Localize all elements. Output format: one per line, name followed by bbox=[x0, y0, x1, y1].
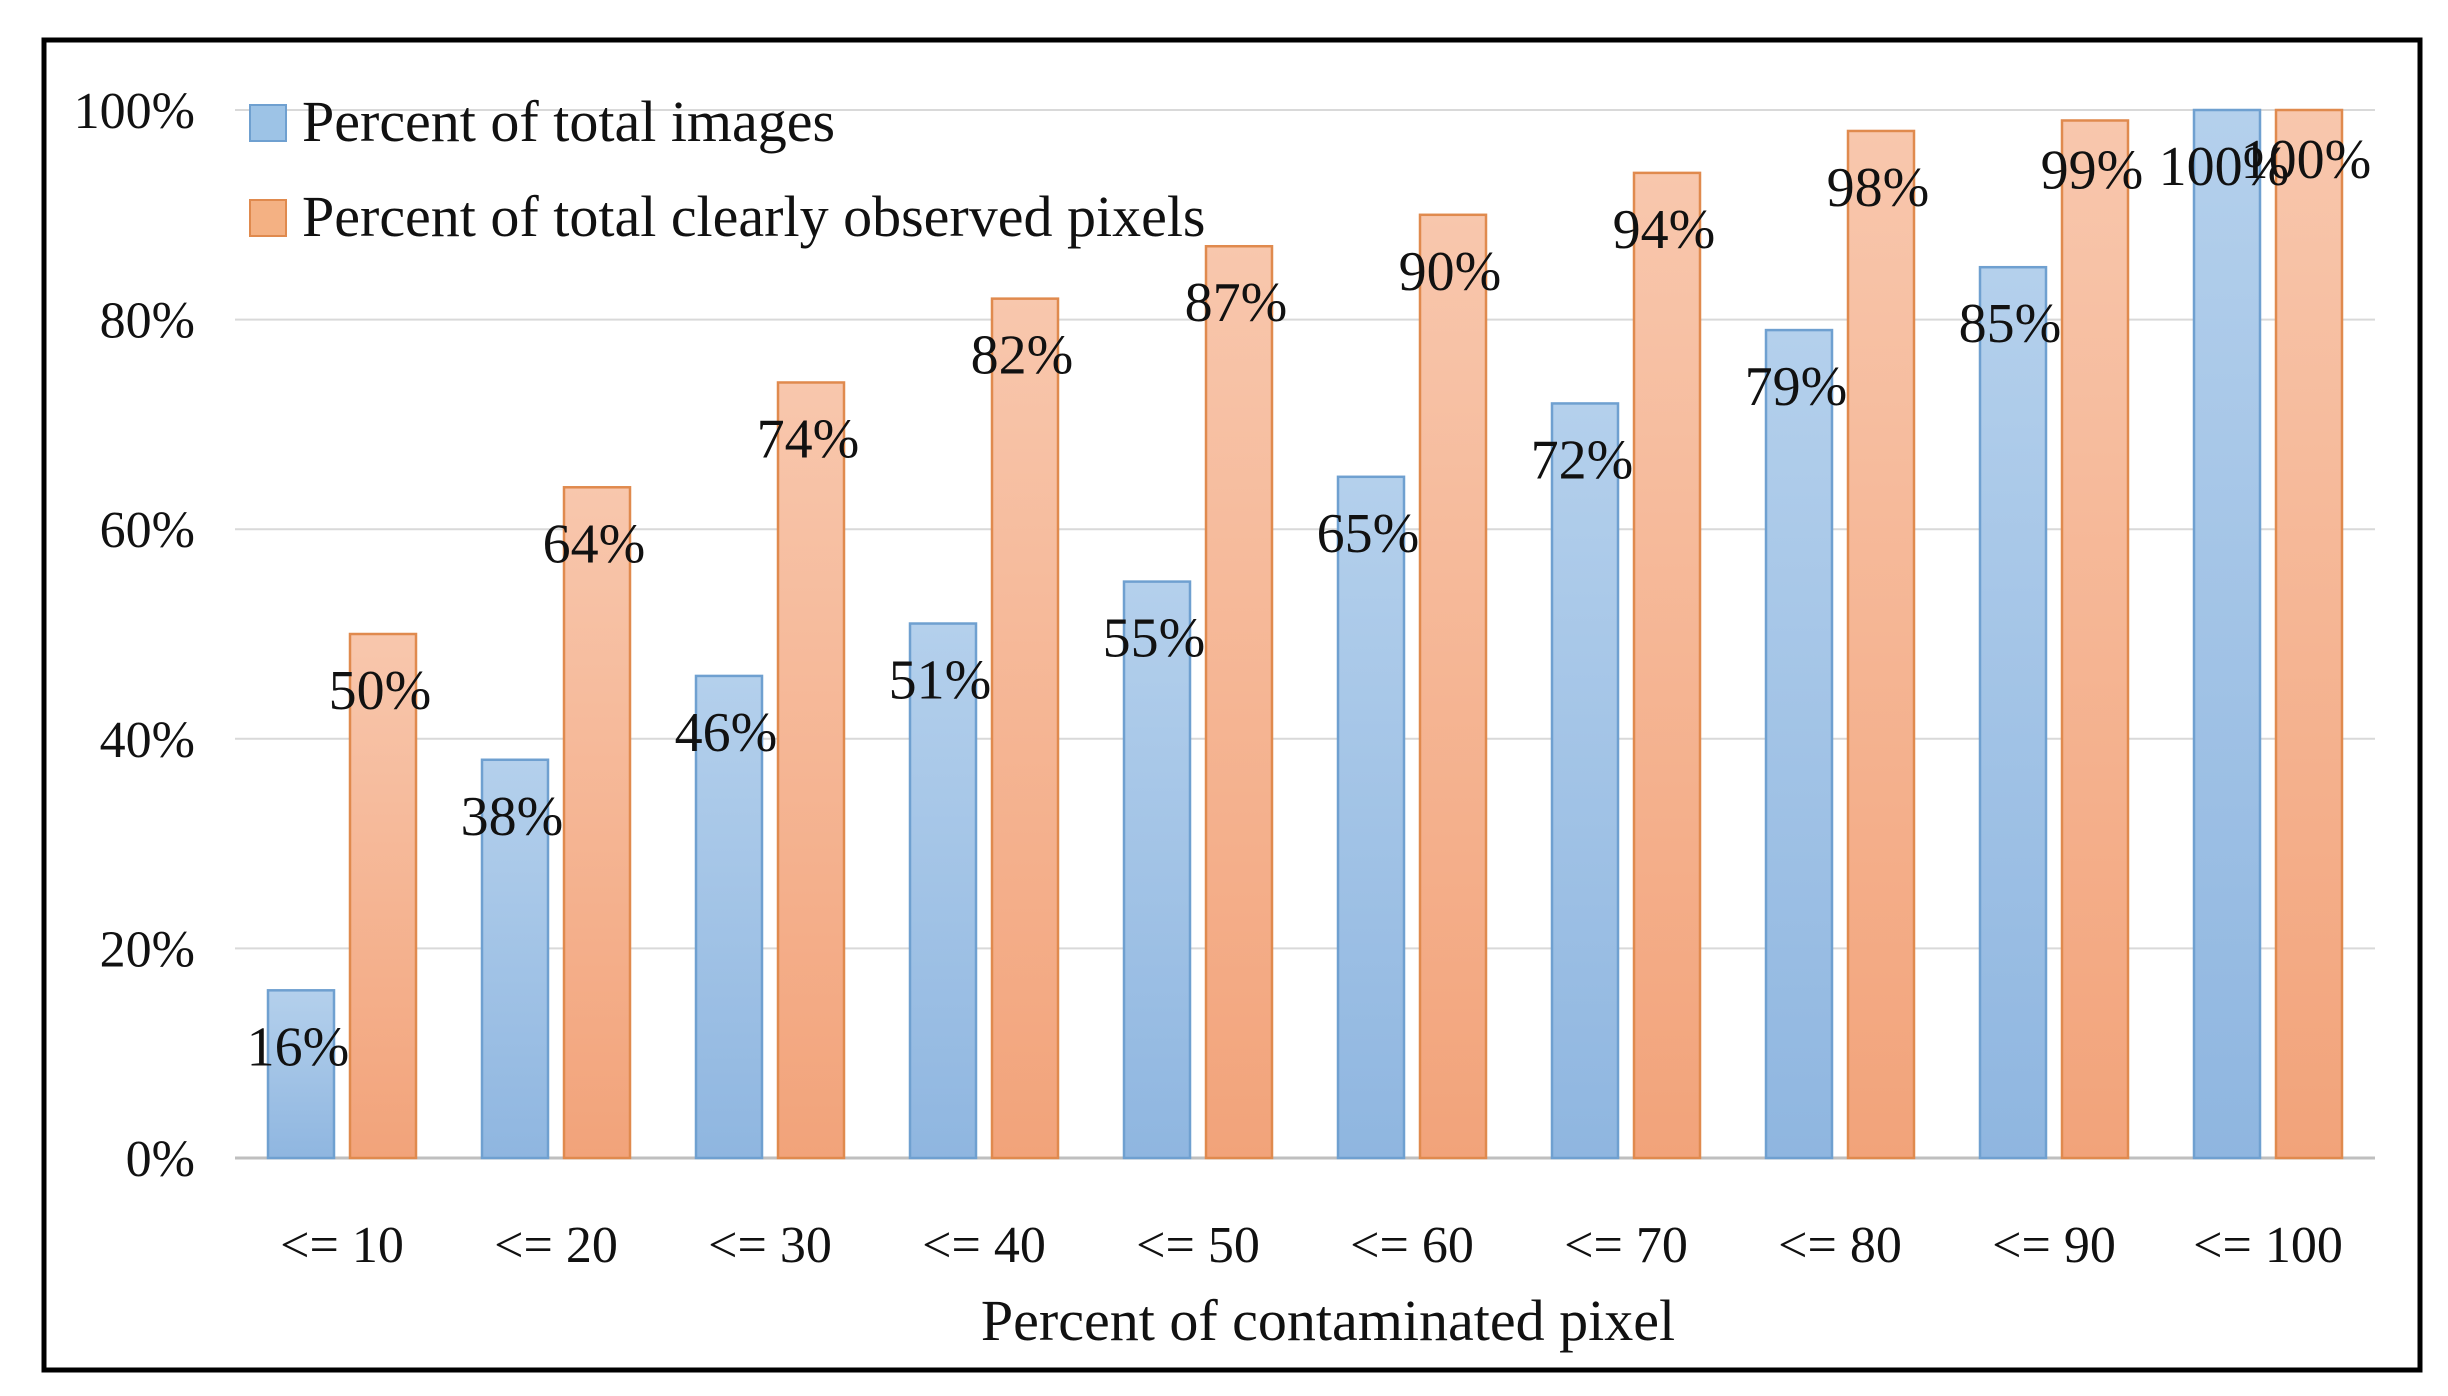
bar-pixels bbox=[562, 486, 632, 1160]
x-tick-label: <= 60 bbox=[1350, 1217, 1474, 1274]
x-tick-label: <= 80 bbox=[1778, 1217, 1902, 1274]
y-tick-label: 0% bbox=[126, 1131, 195, 1188]
bar-images bbox=[694, 674, 764, 1160]
data-label-images: 72% bbox=[1531, 429, 1634, 491]
bar-images bbox=[2192, 108, 2262, 1160]
bar-images bbox=[480, 758, 550, 1160]
legend-swatch-pixels bbox=[249, 199, 287, 237]
bar-images bbox=[908, 622, 978, 1160]
bar-pixels bbox=[776, 381, 846, 1160]
data-label-pixels: 100% bbox=[2241, 129, 2372, 191]
x-tick-label: <= 50 bbox=[1136, 1217, 1260, 1274]
y-tick-label: 40% bbox=[100, 712, 195, 769]
bar-images bbox=[1978, 265, 2048, 1160]
x-axis-title: Percent of contaminated pixel bbox=[981, 1288, 1675, 1353]
x-tick-label: <= 40 bbox=[922, 1217, 1046, 1274]
bar-pixels bbox=[990, 297, 1060, 1160]
bar-pixels bbox=[1204, 244, 1274, 1160]
bars bbox=[266, 108, 2344, 1160]
y-axis: 0% 20% 40% 60% 80% 100% bbox=[74, 83, 195, 1188]
data-label-pixels: 74% bbox=[757, 408, 860, 470]
legend: Percent of total images Percent of total… bbox=[249, 89, 1206, 249]
data-label-images: 85% bbox=[1959, 293, 2062, 355]
data-label-images: 79% bbox=[1745, 356, 1848, 418]
data-label-pixels: 99% bbox=[2041, 139, 2144, 201]
x-tick-label: <= 90 bbox=[1992, 1217, 2116, 1274]
bar-pixels bbox=[1846, 129, 1916, 1160]
data-labels: 16% 50% 38% 64% 46% 74% 51% 82% 55% 87% 65% 90% 72% 9… bbox=[247, 129, 2372, 1078]
legend-label-images: Percent of total images bbox=[302, 89, 835, 154]
bar-pixels bbox=[1632, 171, 1702, 1160]
data-label-images: 51% bbox=[889, 650, 992, 712]
data-label-pixels: 98% bbox=[1827, 157, 1930, 219]
bar-pixels bbox=[2060, 119, 2130, 1160]
data-label-images: 65% bbox=[1317, 503, 1420, 565]
x-tick-label: <= 10 bbox=[280, 1217, 404, 1274]
y-tick-label: 80% bbox=[100, 293, 195, 350]
x-tick-label: <= 100 bbox=[2193, 1217, 2343, 1274]
data-label-pixels: 64% bbox=[543, 513, 646, 575]
y-tick-label: 20% bbox=[100, 921, 195, 978]
data-label-pixels: 90% bbox=[1399, 241, 1502, 303]
x-tick-label: <= 70 bbox=[1564, 1217, 1688, 1274]
bar-images bbox=[1764, 328, 1834, 1160]
data-label-pixels: 50% bbox=[329, 660, 432, 722]
data-label-pixels: 94% bbox=[1613, 199, 1716, 261]
x-tick-label: <= 20 bbox=[494, 1217, 618, 1274]
data-label-images: 55% bbox=[1103, 608, 1206, 670]
bar-images bbox=[1122, 580, 1192, 1160]
data-label-images: 16% bbox=[247, 1016, 350, 1078]
legend-swatch-images bbox=[249, 104, 287, 142]
data-label-images: 46% bbox=[675, 702, 778, 764]
bar-pixels bbox=[2274, 108, 2344, 1160]
bar-pixels bbox=[348, 632, 418, 1160]
x-axis: <= 10 <= 20 <= 30 <= 40 <= 50 <= 60 <= 70 <= 80… bbox=[280, 1217, 2343, 1274]
data-label-pixels: 87% bbox=[1185, 272, 1288, 334]
y-tick-label: 100% bbox=[74, 83, 195, 140]
bar-images bbox=[266, 989, 336, 1160]
bar-images bbox=[1550, 402, 1620, 1160]
data-label-images: 100% bbox=[2159, 136, 2290, 198]
data-label-pixels: 82% bbox=[971, 325, 1074, 387]
data-label-images: 38% bbox=[461, 786, 564, 848]
y-tick-label: 60% bbox=[100, 502, 195, 559]
legend-label-pixels: Percent of total clearly observed pixels bbox=[302, 184, 1206, 249]
x-tick-label: <= 30 bbox=[708, 1217, 832, 1274]
bar-images bbox=[1336, 475, 1406, 1160]
bar-pixels bbox=[1418, 213, 1488, 1160]
